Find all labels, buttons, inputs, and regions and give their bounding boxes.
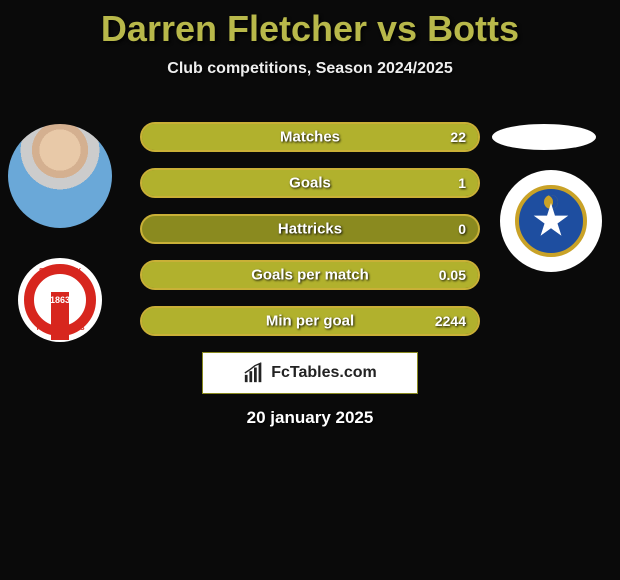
club-badge-right	[500, 170, 602, 272]
stat-value-right: 1	[458, 175, 466, 191]
stat-label: Goals per match	[251, 267, 369, 284]
stats-container: Matches 22 Goals 1 Hattricks 0 Goals per match…	[140, 122, 480, 352]
stat-label: Matches	[280, 129, 340, 146]
stat-row: Matches 22	[140, 122, 480, 152]
player-right-photo	[492, 124, 596, 150]
stat-value-right: 0	[458, 221, 466, 237]
chart-icon	[243, 362, 265, 384]
player-left-photo	[8, 124, 112, 228]
stat-row: Goals 1	[140, 168, 480, 198]
date-text: 20 january 2025	[0, 408, 620, 428]
stat-value-right: 22	[450, 129, 466, 145]
subtitle: Club competitions, Season 2024/2025	[0, 60, 620, 78]
stat-row: Goals per match 0.05	[140, 260, 480, 290]
stat-label: Min per goal	[266, 313, 354, 330]
club-left-year: 1863	[50, 295, 70, 305]
club-badge-left: 1863 STOKE CITY THE POTTERS	[18, 258, 102, 342]
club-left-name: STOKE CITY	[18, 268, 102, 275]
stat-row: Hattricks 0	[140, 214, 480, 244]
club-left-nick: THE POTTERS	[18, 325, 102, 332]
stat-label: Hattricks	[278, 221, 342, 238]
star-icon	[533, 203, 569, 239]
branding-text: FcTables.com	[271, 364, 377, 382]
page-title: Darren Fletcher vs Botts	[0, 0, 620, 50]
stat-value-right: 0.05	[439, 267, 466, 283]
stat-row: Min per goal 2244	[140, 306, 480, 336]
stat-label: Goals	[289, 175, 331, 192]
branding-box: FcTables.com	[202, 352, 418, 394]
stat-value-right: 2244	[435, 313, 466, 329]
